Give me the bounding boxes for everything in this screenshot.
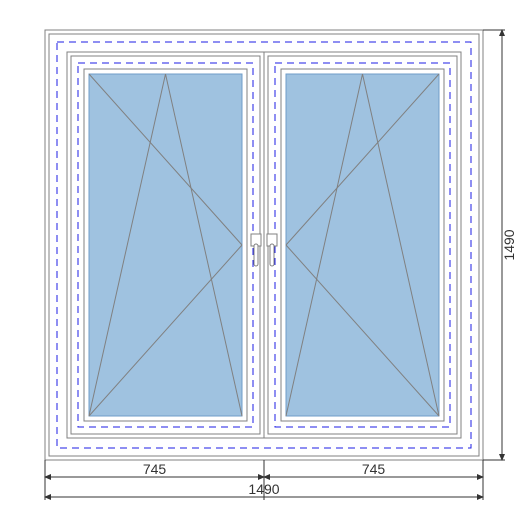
dim-label-width-total: 1490 [248, 481, 279, 497]
handle-lever-right [270, 244, 274, 266]
dim-label-height-total: 1490 [501, 229, 517, 260]
handle-lever-left [254, 244, 258, 266]
dim-label-pane-left: 745 [143, 461, 167, 477]
glass-right [286, 74, 439, 416]
dim-label-pane-right: 745 [362, 461, 386, 477]
window-diagram: 745 745 1490 1490 [0, 0, 525, 506]
window-svg: 745 745 1490 1490 [0, 0, 525, 506]
glass-left [89, 74, 242, 416]
